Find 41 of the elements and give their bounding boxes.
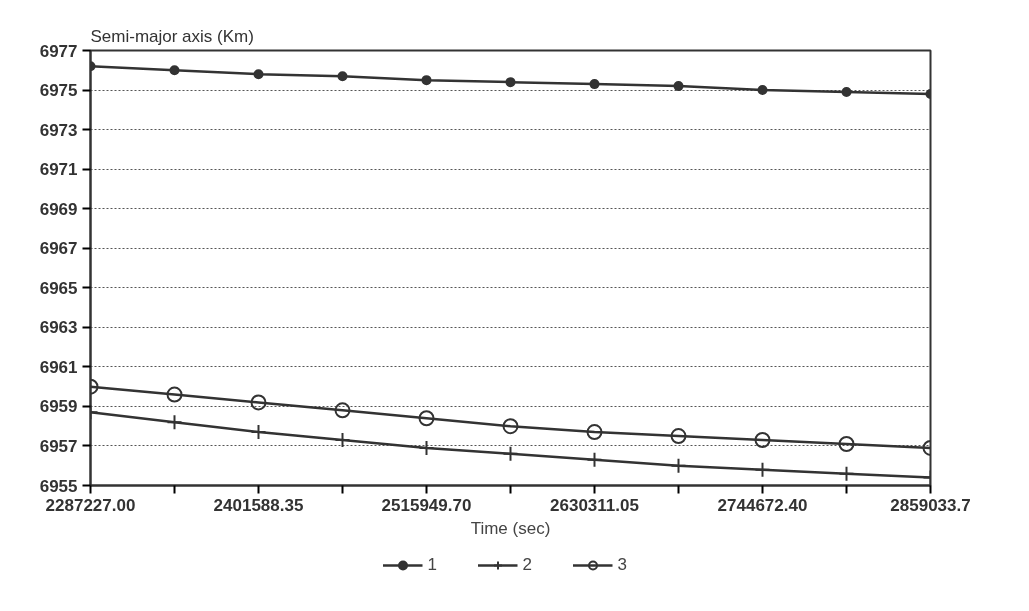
point bbox=[505, 77, 516, 88]
y-tick-label: 6959 bbox=[39, 397, 78, 417]
point bbox=[586, 424, 603, 441]
y-axis-title: Semi-major axis (Km) bbox=[90, 26, 254, 46]
point bbox=[502, 418, 519, 435]
point bbox=[334, 402, 351, 419]
legend-label: 1 bbox=[427, 555, 438, 575]
point bbox=[166, 386, 183, 403]
y-tick-label: 6977 bbox=[39, 41, 78, 61]
y-tick-label: 6957 bbox=[39, 436, 78, 456]
y-tick-label: 6961 bbox=[39, 357, 78, 377]
y-tick-label: 6973 bbox=[39, 120, 78, 140]
y-tick-label: 6965 bbox=[39, 278, 78, 298]
x-tick-label: 2515949.70 bbox=[381, 495, 472, 515]
x-axis-title: Time (sec) bbox=[470, 518, 551, 538]
x-tick-label: 2630311.05 bbox=[550, 495, 639, 515]
point bbox=[337, 71, 348, 82]
point bbox=[169, 65, 180, 76]
y-tick-label: 6963 bbox=[39, 318, 78, 338]
y-tick-label: 6955 bbox=[39, 476, 78, 496]
point bbox=[589, 79, 600, 90]
point bbox=[250, 394, 267, 411]
y-tick-label: 6967 bbox=[39, 239, 78, 259]
point bbox=[754, 432, 771, 449]
point bbox=[838, 435, 855, 452]
point bbox=[421, 75, 432, 86]
x-tick-label: 2744672.40 bbox=[717, 495, 808, 515]
y-tick-label: 6975 bbox=[39, 81, 78, 101]
point bbox=[841, 87, 852, 98]
x-tick-label: 2287227.00 bbox=[45, 495, 136, 515]
x-tick-label: 2859033.7 bbox=[890, 495, 971, 515]
point bbox=[673, 81, 684, 92]
point bbox=[418, 410, 435, 427]
x-tick-label: 2401588.35 bbox=[213, 495, 304, 515]
point bbox=[253, 69, 264, 80]
point bbox=[670, 428, 687, 445]
point bbox=[757, 85, 768, 96]
legend-label: 2 bbox=[522, 555, 533, 575]
y-tick-label: 6971 bbox=[39, 160, 78, 180]
legend-label: 3 bbox=[617, 555, 628, 575]
y-tick-label: 6969 bbox=[39, 199, 78, 219]
